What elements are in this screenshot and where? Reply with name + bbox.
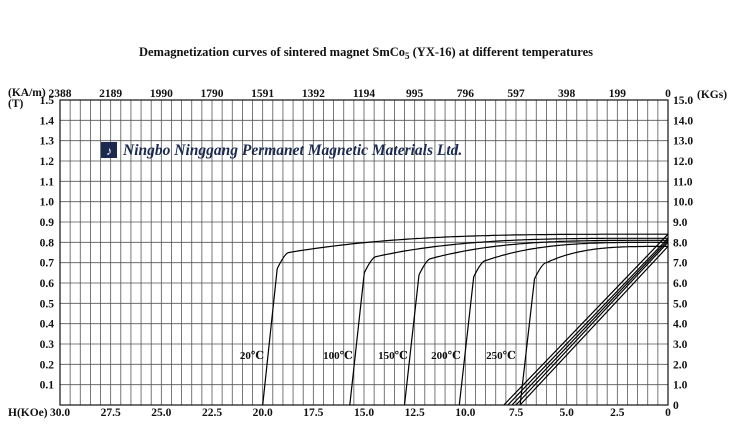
y-right-tick-label: 4.0 [673, 319, 688, 331]
y-right-tick-label: 15.0 [673, 95, 693, 107]
x-tick-label: 15.0 [354, 407, 374, 419]
x-tick-label: 30.0 [50, 407, 70, 419]
x-top-tick-label: 0 [665, 88, 671, 100]
x-tick-label: 5.0 [559, 407, 574, 419]
y-right-tick-label: 0 [673, 400, 679, 412]
temperature-label: 200℃ [431, 350, 461, 362]
left-axis-unit: (T) [8, 98, 24, 110]
y-left-tick-label: 1.4 [40, 115, 55, 127]
series-curve [349, 237, 669, 406]
company-logo-icon [101, 142, 117, 158]
y-left-tick-label: 0.4 [40, 319, 55, 331]
x-top-tick-label: 1194 [353, 88, 376, 100]
chart-title: Demagnetization curves of sintered magne… [139, 45, 593, 61]
temperature-label: 20℃ [240, 350, 264, 362]
y-left-tick-label: 1.2 [40, 156, 55, 168]
j-curve [458, 241, 668, 406]
x-tick-label: 10.0 [455, 407, 475, 419]
x-tick-label: 25.0 [151, 407, 171, 419]
series-curve [458, 241, 669, 406]
y-right-tick-label: 2.0 [673, 359, 688, 371]
b-curve [503, 233, 669, 406]
b-curve [515, 241, 669, 406]
x-top-tick-label: 398 [558, 88, 576, 100]
temperature-labels: 20℃ 100℃ 150℃ 200℃ 250℃ [240, 350, 516, 362]
x-tick-label: 2.5 [610, 407, 625, 419]
y-left-axis-ticks: 0.1 0.2 0.3 0.4 0.5 0.6 0.7 0.8 0.9 1.0 1.1 1.2 1.3 1… [40, 95, 55, 392]
y-left-tick-label: 1.0 [40, 197, 55, 209]
y-left-tick-label: 0.7 [40, 258, 55, 270]
x-axis-ticks: 30.0 27.5 25.0 22.5 20.0 17.5 15.0 12.5 10.0 7.5 5… [50, 407, 671, 419]
y-right-tick-label: 5.0 [673, 298, 688, 310]
series-curves [262, 233, 669, 406]
x-axis-label: H(KOe) [8, 407, 48, 419]
company-name: Ningbo Ninggang Permanet Magnetic Materi… [122, 142, 462, 159]
b-curve [507, 237, 669, 406]
x-top-tick-label: 1990 [150, 88, 173, 100]
temperature-label: 100℃ [323, 350, 353, 362]
y-right-tick-label: 14.0 [673, 115, 693, 127]
temperature-label: 150℃ [378, 350, 408, 362]
plot-frame [59, 99, 669, 406]
j-curve [349, 237, 668, 406]
x-top-tick-label: 597 [507, 88, 525, 100]
j-curve [403, 239, 668, 406]
y-left-tick-label: 0.5 [40, 298, 55, 310]
y-right-tick-label: 12.0 [673, 156, 693, 168]
y-right-tick-label: 10.0 [673, 197, 693, 209]
x-top-tick-label: 1591 [251, 88, 274, 100]
j-curve [519, 245, 668, 406]
y-right-tick-label: 8.0 [673, 237, 688, 249]
y-left-tick-label: 0.6 [40, 278, 55, 290]
company-watermark: ♪ Ningbo Ninggang Permanet Magnetic Mate… [101, 142, 462, 159]
y-left-tick-label: 0.8 [40, 237, 55, 249]
y-right-tick-label: 6.0 [673, 278, 688, 290]
y-right-tick-label: 11.0 [673, 176, 693, 188]
x-top-tick-label: 199 [609, 88, 627, 100]
y-left-tick-label: 0.2 [40, 359, 55, 371]
j-curve [262, 233, 668, 406]
x-tick-label: 12.5 [405, 407, 425, 419]
series-curve [519, 245, 669, 406]
y-left-tick-label: 1.1 [40, 176, 55, 188]
y-right-tick-label: 7.0 [673, 258, 688, 270]
y-left-tick-label: 0.1 [40, 380, 55, 392]
top-axis-unit: (KA/m) [8, 87, 46, 99]
y-right-tick-label: 3.0 [673, 339, 688, 351]
company-logo-mark: ♪ [106, 144, 112, 158]
y-left-tick-label: 0.9 [40, 217, 55, 229]
y-right-tick-label: 9.0 [673, 217, 688, 229]
series-curve [403, 239, 669, 406]
y-right-axis-ticks: 0 1.0 2.0 3.0 4.0 5.0 6.0 7.0 8.0 9.0 10.0 11.0 12.0… [673, 95, 693, 412]
x-top-tick-label: 2388 [49, 88, 72, 100]
x-top-tick-label: 1392 [302, 88, 325, 100]
x-top-tick-label: 796 [457, 88, 475, 100]
x-tick-label: 7.5 [509, 407, 524, 419]
y-left-tick-label: 0.3 [40, 339, 55, 351]
y-left-tick-label: 1.5 [40, 95, 55, 107]
y-left-tick-label: 1.3 [40, 136, 55, 148]
x-tick-label: 22.5 [202, 407, 222, 419]
b-curve [519, 245, 669, 406]
x-tick-label: 20.0 [253, 407, 273, 419]
temperature-label: 250℃ [486, 350, 516, 362]
x-top-tick-label: 1790 [201, 88, 224, 100]
x-tick-label: 0 [665, 407, 671, 419]
b-curve [511, 239, 669, 406]
series-curve [262, 233, 669, 406]
right-axis-unit: (KGs) [697, 89, 727, 101]
y-right-tick-label: 13.0 [673, 136, 693, 148]
x-top-axis-ticks: 2388 2189 1990 1790 1591 1392 1194 995 796 597 398… [49, 88, 672, 100]
x-tick-label: 27.5 [101, 407, 121, 419]
x-top-tick-label: 995 [406, 88, 424, 100]
x-top-tick-label: 2189 [99, 88, 122, 100]
y-right-tick-label: 1.0 [673, 380, 688, 392]
x-tick-label: 17.5 [303, 407, 323, 419]
